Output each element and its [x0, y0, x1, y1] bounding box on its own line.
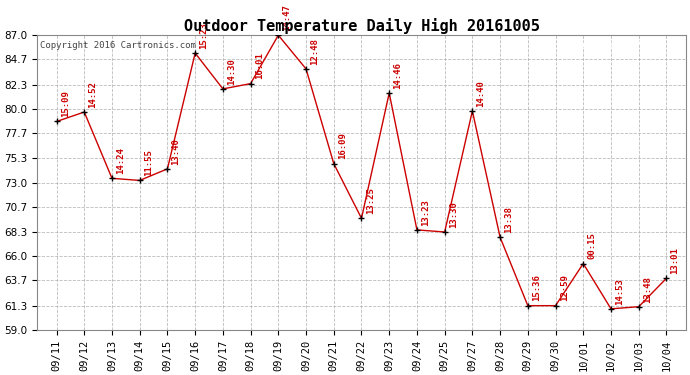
Text: 12:59: 12:59: [560, 274, 569, 302]
Text: 13:23: 13:23: [421, 199, 430, 226]
Text: 14:53: 14:53: [615, 278, 624, 304]
Text: 14:30: 14:30: [227, 58, 236, 85]
Text: 13:38: 13:38: [504, 206, 513, 233]
Text: 14:46: 14:46: [393, 62, 402, 89]
Text: 16:01: 16:01: [255, 53, 264, 80]
Text: 14:40: 14:40: [477, 80, 486, 107]
Text: 15:23: 15:23: [199, 22, 208, 49]
Text: 14:52: 14:52: [88, 81, 97, 108]
Text: 15:36: 15:36: [532, 274, 541, 302]
Text: 15:09: 15:09: [61, 90, 70, 117]
Text: 13:30: 13:30: [448, 201, 458, 228]
Text: 12:48: 12:48: [310, 38, 319, 65]
Text: 16:09: 16:09: [338, 132, 347, 159]
Text: Copyright 2016 Cartronics.com: Copyright 2016 Cartronics.com: [41, 41, 196, 50]
Text: 13:01: 13:01: [671, 247, 680, 274]
Text: 13:40: 13:40: [172, 138, 181, 165]
Text: 14:47: 14:47: [282, 4, 291, 31]
Text: 14:24: 14:24: [116, 147, 125, 174]
Title: Outdoor Temperature Daily High 20161005: Outdoor Temperature Daily High 20161005: [184, 18, 540, 34]
Text: 11:55: 11:55: [144, 149, 153, 176]
Text: 13:48: 13:48: [643, 276, 652, 303]
Text: 00:15: 00:15: [587, 232, 596, 260]
Text: 13:25: 13:25: [366, 187, 375, 214]
